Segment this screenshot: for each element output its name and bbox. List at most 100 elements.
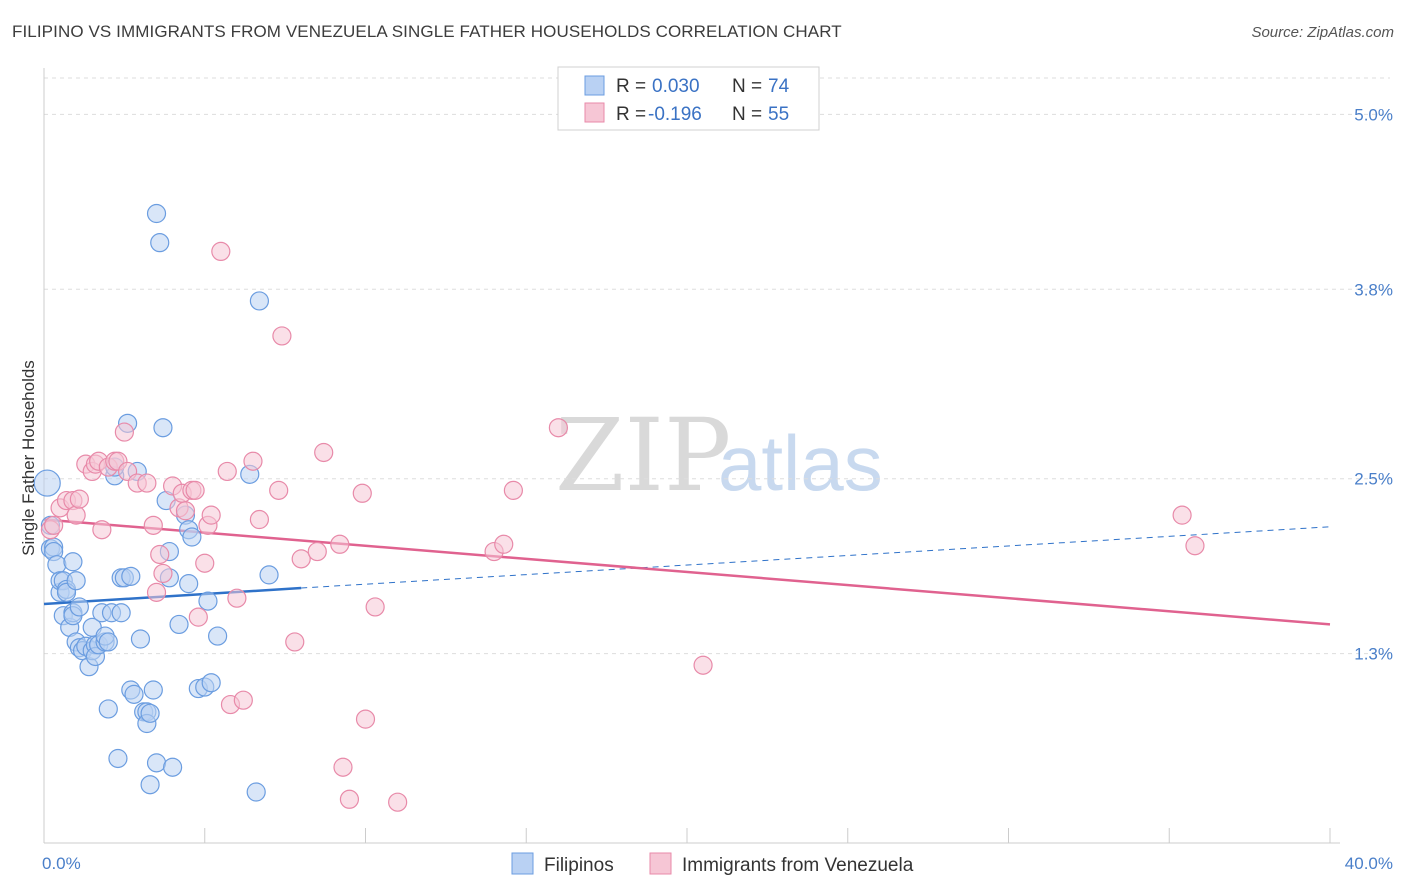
axes: 1.3% 2.5% 3.8% 5.0% 0.0% 40.0% <box>42 68 1393 873</box>
filipinos-point <box>198 591 218 611</box>
bottom-legend-venezuela: Immigrants from Venezuela <box>682 855 914 876</box>
venezuela-point <box>388 792 408 812</box>
grid-lines <box>44 77 1390 655</box>
filipinos-point <box>124 684 144 704</box>
trend-lines <box>43 518 1331 626</box>
watermark: ZIP atlas <box>555 397 883 514</box>
chart-source: Source: ZipAtlas.com <box>1251 24 1394 41</box>
venezuela-point <box>201 505 221 525</box>
filipinos-point <box>146 203 167 224</box>
bottom-legend-swatch-filipinos <box>511 852 534 875</box>
venezuela-point <box>291 549 311 569</box>
filipinos-point <box>153 418 173 438</box>
filipinos-point <box>69 597 89 617</box>
filipinos-point <box>63 552 83 572</box>
venezuela-point <box>146 582 167 602</box>
venezuela-point <box>333 757 353 777</box>
venezuela-point <box>269 480 289 500</box>
venezuela-point <box>494 534 514 554</box>
venezuela-point <box>211 241 231 261</box>
filipinos-point <box>201 673 221 693</box>
filipinos-point <box>249 291 270 311</box>
venezuela-point <box>114 422 134 442</box>
legend-r-label-venezuela: R = <box>616 104 646 125</box>
venezuela-point <box>272 326 292 346</box>
bottom-legend-swatch-venezuela <box>649 852 672 875</box>
filipinos-point <box>111 603 131 623</box>
filipinos-point <box>246 782 266 802</box>
venezuela-point <box>195 553 215 573</box>
filipinos-point <box>179 574 199 594</box>
legend-swatch-venezuela <box>584 102 605 123</box>
y-axis-title: Single Father Households <box>19 360 38 556</box>
filipinos-trend-extension <box>301 526 1331 589</box>
venezuela-point <box>92 520 112 540</box>
venezuela-point <box>365 597 385 617</box>
legend-r-value-filipinos: 0.030 <box>652 76 700 97</box>
filipinos-point <box>140 703 160 723</box>
venezuela-point <box>227 588 247 608</box>
venezuela-point <box>503 480 523 500</box>
watermark-atlas: atlas <box>718 419 883 507</box>
venezuela-point <box>355 709 376 729</box>
venezuela-trend-line <box>43 518 1331 626</box>
legend-swatch-filipinos <box>584 75 605 96</box>
y-tick-label: 3.8% <box>1354 280 1393 299</box>
series-legend: Filipinos Immigrants from Venezuela <box>511 852 914 876</box>
y-tick-label: 5.0% <box>1354 105 1393 124</box>
filipinos-point <box>47 555 67 575</box>
venezuela-point <box>137 473 157 493</box>
y-tick-label: 2.5% <box>1354 470 1393 489</box>
venezuela-point <box>44 515 64 535</box>
filipinos-point <box>66 571 86 591</box>
legend-n-value-venezuela: 55 <box>768 104 789 125</box>
venezuela-point <box>243 451 263 471</box>
venezuela-point <box>175 501 196 521</box>
legend-n-value-filipinos: 74 <box>768 76 790 97</box>
venezuela-point <box>185 480 205 500</box>
bottom-legend-filipinos: Filipinos <box>544 855 614 876</box>
filipinos-point <box>143 680 163 700</box>
filipinos-point <box>33 469 61 497</box>
data-points <box>33 203 1205 812</box>
legend-n-label-venezuela: N = <box>732 104 762 125</box>
filipinos-point <box>98 699 118 719</box>
venezuela-point <box>233 690 253 710</box>
venezuela-point <box>217 461 237 482</box>
legend-r-value-venezuela: -0.196 <box>648 104 702 125</box>
venezuela-point <box>143 515 163 535</box>
venezuela-point <box>330 534 350 554</box>
venezuela-point <box>693 655 713 675</box>
filipinos-point <box>98 632 118 652</box>
venezuela-point <box>150 544 170 565</box>
filipinos-point <box>121 566 141 586</box>
venezuela-point <box>1185 536 1205 556</box>
filipinos-point <box>150 233 170 253</box>
venezuela-point <box>339 789 360 809</box>
venezuela-point <box>66 505 86 525</box>
filipinos-point <box>259 565 279 585</box>
filipinos-point <box>169 614 189 635</box>
filipinos-point <box>163 757 183 777</box>
chart-title: FILIPINO VS IMMIGRANTS FROM VENEZUELA SI… <box>12 22 842 41</box>
x-tick-label-max: 40.0% <box>1345 854 1393 873</box>
venezuela-point <box>153 563 173 584</box>
venezuela-point <box>307 541 327 562</box>
venezuela-point <box>1172 505 1192 525</box>
y-tick-label: 1.3% <box>1354 645 1393 664</box>
watermark-zip: ZIP <box>555 397 731 514</box>
legend-n-label-filipinos: N = <box>732 76 762 97</box>
filipinos-point <box>182 527 202 547</box>
venezuela-point <box>548 418 569 438</box>
filipinos-point <box>108 748 128 769</box>
venezuela-point <box>249 509 270 530</box>
venezuela-point <box>188 607 208 627</box>
filipinos-point <box>130 629 151 649</box>
filipinos-point <box>140 775 160 795</box>
correlation-legend: R = 0.030 N = 74 R = -0.196 N = 55 <box>557 66 820 131</box>
legend-r-label-filipinos: R = <box>616 76 646 97</box>
filipinos-point <box>146 753 167 773</box>
x-tick-label-min: 0.0% <box>42 854 81 873</box>
filipinos-point <box>208 626 228 646</box>
